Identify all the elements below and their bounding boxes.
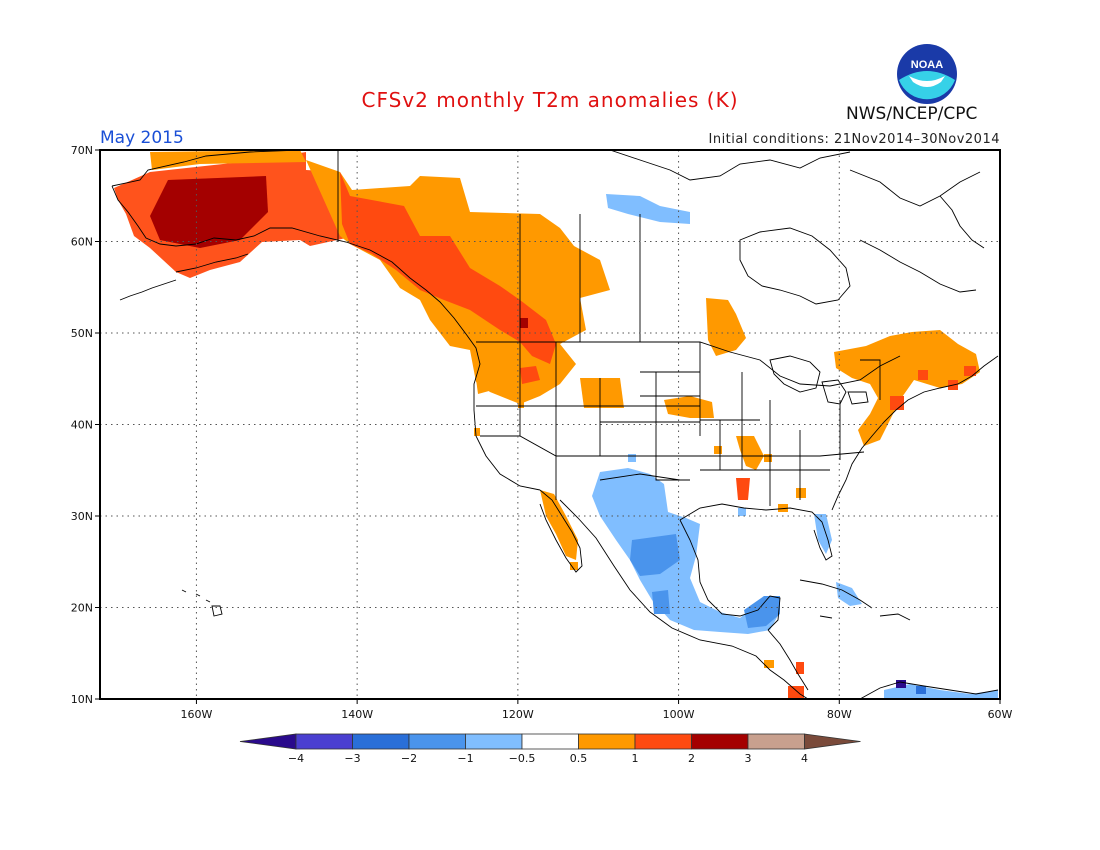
colorbar-label: −2: [401, 752, 417, 765]
colorbar-segment: [578, 733, 636, 750]
colorbar-label: 4: [801, 752, 808, 765]
forecast-period: May 2015: [100, 128, 184, 148]
colorbar-label: −0.5: [509, 752, 536, 765]
agency-label: NWS/NCEP/CPC: [846, 104, 978, 124]
colorbar-label: 2: [688, 752, 695, 765]
colorbar-label: 1: [632, 752, 639, 765]
lon-tick-label: 160W: [180, 708, 212, 721]
lat-tick-label: 30N: [71, 510, 93, 523]
lat-tick-label: 40N: [71, 419, 93, 432]
colorbar-segment: [691, 733, 749, 750]
lat-tick-label: 60N: [71, 236, 93, 249]
lon-tick-labels: 160W 140W 120W 100W 80W 60W: [180, 699, 1013, 721]
colorbar-segment: [634, 733, 692, 750]
lon-tick-label: 100W: [663, 708, 695, 721]
colorbar-segment: [521, 733, 579, 750]
colorbar: −4 −3 −2 −1 −0.5 0.5 1 2 3 4: [239, 733, 861, 765]
colorbar-label: 3: [745, 752, 752, 765]
lon-tick-label: 60W: [988, 708, 1013, 721]
colorbar-segment: [352, 733, 410, 750]
graticule: [100, 150, 1000, 699]
initial-conditions: Initial conditions: 21Nov2014–30Nov2014: [708, 132, 1000, 147]
colorbar-label: −1: [457, 752, 473, 765]
lon-tick-label: 140W: [341, 708, 373, 721]
colorbar-label: 0.5: [570, 752, 588, 765]
colorbar-arrow-high: [804, 733, 861, 750]
lon-tick-label: 120W: [502, 708, 534, 721]
lat-tick-label: 50N: [71, 327, 93, 340]
svg-text:NOAA: NOAA: [911, 59, 943, 71]
colorbar-segment: [295, 733, 353, 750]
lat-tick-label: 20N: [71, 602, 93, 615]
noaa-logo: NOAA: [897, 44, 957, 104]
lat-tick-labels: 70N 60N 50N 40N 30N 20N 10N: [71, 144, 100, 706]
lat-tick-label: 70N: [71, 144, 93, 157]
lon-tick-label: 80W: [827, 708, 852, 721]
colorbar-segment: [408, 733, 466, 750]
colorbar-segment: [747, 733, 805, 750]
anomaly-shading: [114, 150, 998, 699]
colorbar-label: −3: [344, 752, 360, 765]
colorbar-label: −4: [288, 752, 304, 765]
chart-title: CFSv2 monthly T2m anomalies (K): [361, 88, 739, 112]
colorbar-arrow-low: [239, 733, 297, 750]
colorbar-segment: [465, 733, 523, 750]
lat-tick-label: 10N: [71, 693, 93, 706]
